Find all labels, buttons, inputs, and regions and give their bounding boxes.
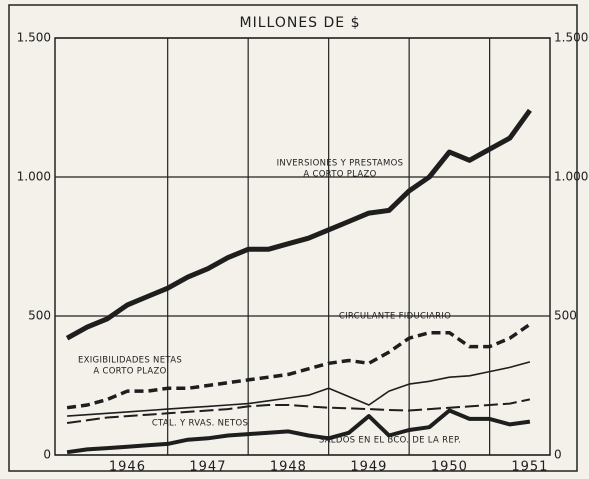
- series-line: [67, 361, 531, 417]
- chart-title: MILLONES DE $: [240, 15, 361, 31]
- y-tick-label: 500: [28, 309, 51, 323]
- y2-tick-label: 1.000: [554, 170, 588, 184]
- x-tick-label: 1950: [431, 460, 468, 475]
- x-tick-label: 1947: [189, 460, 226, 475]
- x-tick-label: 1946: [109, 460, 146, 475]
- series-label: CIRCULANTE FIDUCIARIO: [339, 312, 451, 322]
- series-line: [65, 108, 532, 341]
- series-label: EXIGIBILIDADES NETAS: [78, 356, 182, 366]
- y-tick-label: 0: [43, 448, 51, 462]
- y2-tick-label: 0: [554, 448, 562, 462]
- y-tick-label: 1.000: [17, 170, 51, 184]
- series-line: [66, 398, 531, 424]
- series-label: SALDOS EN EL BCO. DE LA REP.: [319, 436, 461, 446]
- frame: [8, 4, 578, 472]
- series-label: A CORTO PLAZO: [303, 170, 376, 180]
- x-tick-label: 1948: [270, 460, 307, 475]
- series-label: CTAL. Y RVAS. NETOS: [152, 419, 248, 429]
- series-label: INVERSIONES Y PRESTAMOS: [277, 159, 404, 169]
- x-tick-label: 1951: [511, 460, 548, 475]
- series-line: [66, 322, 531, 410]
- y2-tick-label: 500: [554, 309, 577, 323]
- x-tick-label: 1949: [350, 460, 387, 475]
- series-line: [66, 408, 531, 455]
- y-tick-label: 1.500: [17, 31, 51, 45]
- y2-tick-label: 1.500: [554, 31, 588, 45]
- series-label: A CORTO PLAZO: [93, 367, 166, 377]
